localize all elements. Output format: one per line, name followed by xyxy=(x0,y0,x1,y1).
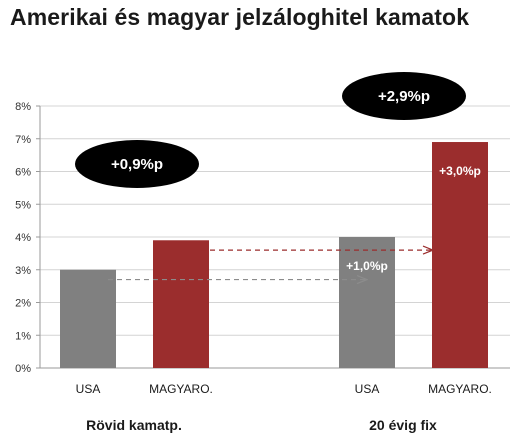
x-category-label: USA xyxy=(355,382,380,396)
y-tick-label: 7% xyxy=(15,134,31,146)
bar-20ev-magyaro xyxy=(432,142,488,368)
y-tick-label: 4% xyxy=(15,232,31,244)
bar-data-label: +1,0%p xyxy=(346,259,388,273)
annotation-bubble xyxy=(342,72,466,120)
group-label: 20 évig fix xyxy=(369,417,437,433)
bar-rovid-magyaro xyxy=(153,240,209,368)
annotation-bubble xyxy=(75,140,199,188)
x-category-label: USA xyxy=(76,382,101,396)
y-tick-label: 0% xyxy=(15,363,31,375)
x-category-label: MAGYARO. xyxy=(149,382,213,396)
group-label: Rövid kamatp. xyxy=(86,417,182,433)
chart-title: Amerikai és magyar jelzáloghitel kamatok xyxy=(10,4,470,30)
annotation-text: +0,9%p xyxy=(111,156,163,173)
y-tick-label: 3% xyxy=(15,265,31,277)
x-category-label: MAGYARO. xyxy=(428,382,492,396)
bar-20ev-usa xyxy=(339,237,395,368)
bar-rovid-usa xyxy=(60,269,116,368)
y-tick-label: 8% xyxy=(15,101,31,113)
bar-data-label: +3,0%p xyxy=(439,164,481,178)
y-tick-label: 1% xyxy=(15,330,31,342)
y-tick-label: 6% xyxy=(15,167,31,179)
annotation-text: +2,9%p xyxy=(378,88,430,105)
y-tick-label: 5% xyxy=(15,199,31,211)
y-tick-label: 2% xyxy=(15,298,31,310)
